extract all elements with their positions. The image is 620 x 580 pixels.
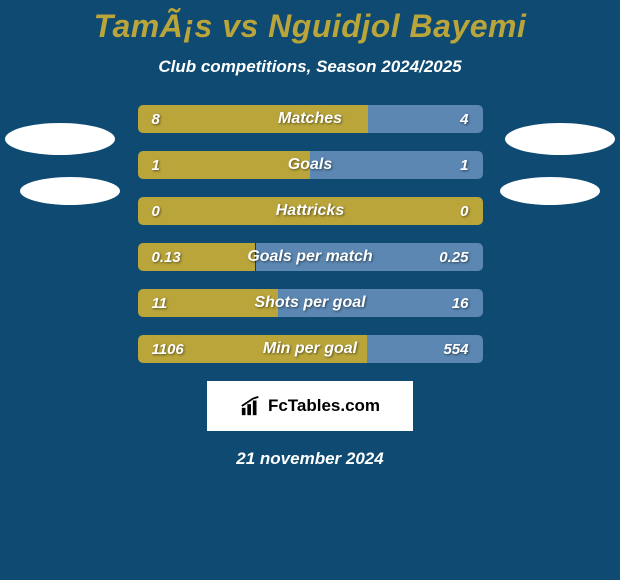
stat-row: Matches8 4 <box>138 105 483 133</box>
stat-label: Matches <box>138 105 483 133</box>
stat-value-right: 1 <box>446 151 482 179</box>
stat-label: Goals <box>138 151 483 179</box>
stat-row: Goals per match0.130.25 <box>138 243 483 271</box>
stat-row: Min per goal1106554 <box>138 335 483 363</box>
stat-value-right: 0 <box>446 197 482 225</box>
date-label: 21 november 2024 <box>0 449 620 469</box>
stat-bars: Matches84Goals11Hattricks00Goals per mat… <box>138 105 483 363</box>
stat-value-left: 0 <box>138 197 174 225</box>
page-title: TamÃ¡s vs Nguidjol Bayemi <box>0 0 620 45</box>
stat-label: Shots per goal <box>138 289 483 317</box>
player-right-avatar-bottom <box>500 177 600 205</box>
stat-value-right: 554 <box>429 335 482 363</box>
stat-value-right: 16 <box>438 289 483 317</box>
comparison-card: TamÃ¡s vs Nguidjol Bayemi Club competiti… <box>0 0 620 580</box>
logo-text: FcTables.com <box>268 396 380 416</box>
player-right-avatar-top <box>505 123 615 155</box>
source-logo: FcTables.com <box>207 381 413 431</box>
stats-area: Matches84Goals11Hattricks00Goals per mat… <box>0 105 620 363</box>
stat-value-left: 0.13 <box>138 243 195 271</box>
subtitle: Club competitions, Season 2024/2025 <box>0 57 620 77</box>
stat-value-left: 1106 <box>138 335 198 363</box>
stat-value-left: 11 <box>138 289 182 317</box>
stat-label: Hattricks <box>138 197 483 225</box>
player-left-avatar-top <box>5 123 115 155</box>
stat-value-left: 1 <box>138 151 174 179</box>
stat-value-right: 4 <box>446 105 482 133</box>
stat-row: Hattricks0 0 <box>138 197 483 225</box>
player-left-avatar-bottom <box>20 177 120 205</box>
stat-value-right: 0.25 <box>425 243 482 271</box>
chart-icon <box>240 395 262 417</box>
stat-row: Shots per goal11 16 <box>138 289 483 317</box>
stat-row: Goals1 1 <box>138 151 483 179</box>
stat-value-left: 8 <box>138 105 174 133</box>
